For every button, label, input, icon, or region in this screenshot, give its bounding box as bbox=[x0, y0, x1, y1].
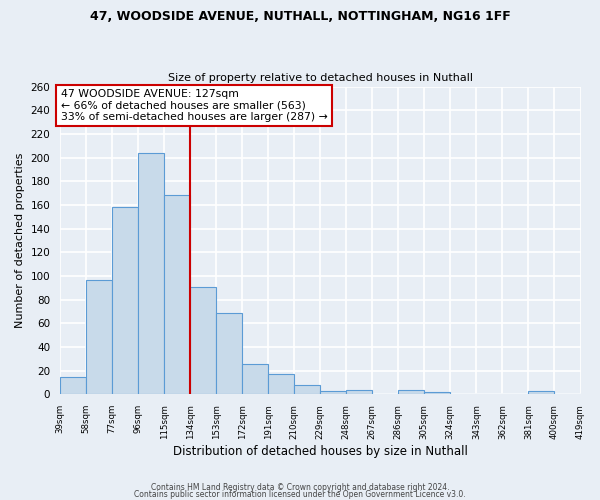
Bar bbox=[268, 374, 294, 394]
Bar bbox=[346, 390, 373, 394]
X-axis label: Distribution of detached houses by size in Nuthall: Distribution of detached houses by size … bbox=[173, 444, 468, 458]
Title: Size of property relative to detached houses in Nuthall: Size of property relative to detached ho… bbox=[168, 73, 473, 83]
Bar bbox=[529, 391, 554, 394]
Bar bbox=[190, 286, 216, 395]
Bar bbox=[294, 385, 320, 394]
Bar bbox=[60, 376, 86, 394]
Text: 47 WOODSIDE AVENUE: 127sqm
← 66% of detached houses are smaller (563)
33% of sem: 47 WOODSIDE AVENUE: 127sqm ← 66% of deta… bbox=[61, 89, 328, 122]
Bar bbox=[398, 390, 424, 394]
Text: 47, WOODSIDE AVENUE, NUTHALL, NOTTINGHAM, NG16 1FF: 47, WOODSIDE AVENUE, NUTHALL, NOTTINGHAM… bbox=[89, 10, 511, 23]
Text: Contains public sector information licensed under the Open Government Licence v3: Contains public sector information licen… bbox=[134, 490, 466, 499]
Bar bbox=[242, 364, 268, 394]
Bar bbox=[424, 392, 451, 394]
Y-axis label: Number of detached properties: Number of detached properties bbox=[15, 153, 25, 328]
Bar bbox=[86, 280, 112, 394]
Bar bbox=[138, 153, 164, 394]
Bar bbox=[320, 391, 346, 394]
Bar bbox=[164, 196, 190, 394]
Text: Contains HM Land Registry data © Crown copyright and database right 2024.: Contains HM Land Registry data © Crown c… bbox=[151, 484, 449, 492]
Bar bbox=[112, 208, 138, 394]
Bar bbox=[216, 312, 242, 394]
